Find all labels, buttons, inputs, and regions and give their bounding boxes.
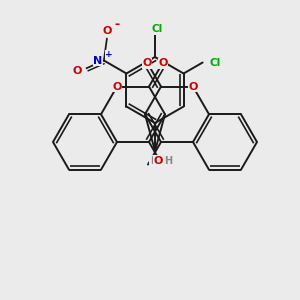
- Text: H: H: [150, 155, 158, 166]
- Text: Cl: Cl: [209, 58, 220, 68]
- Text: N: N: [93, 56, 103, 65]
- Text: O: O: [72, 67, 82, 76]
- Text: O: O: [158, 58, 168, 68]
- Text: O: O: [112, 82, 122, 92]
- Text: H: H: [164, 155, 172, 166]
- Text: Cl: Cl: [152, 24, 163, 34]
- Text: O: O: [102, 26, 112, 35]
- Text: O: O: [153, 155, 163, 166]
- Text: -: -: [114, 18, 119, 31]
- Text: O: O: [188, 82, 198, 92]
- Text: O: O: [161, 155, 171, 166]
- Text: +: +: [105, 50, 113, 59]
- Text: O: O: [142, 58, 152, 68]
